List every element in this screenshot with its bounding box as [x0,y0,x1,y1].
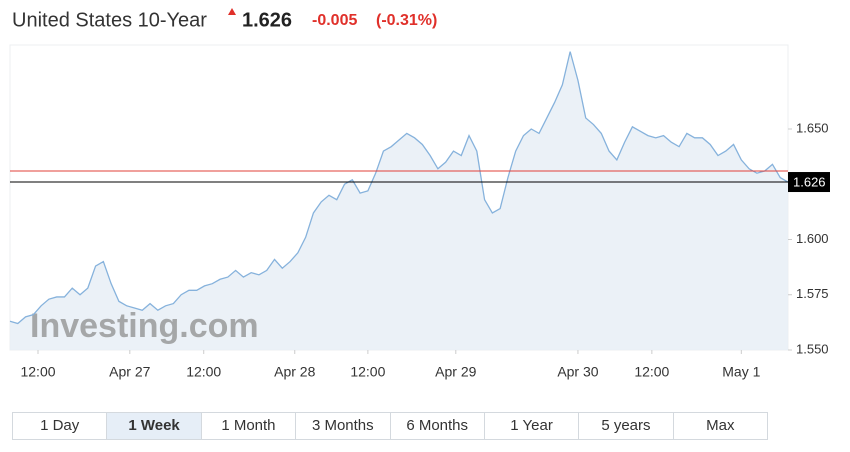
x-tick-label: Apr 27 [109,364,150,380]
instrument-title: United States 10-Year [12,9,207,31]
down-arrow [228,8,236,15]
x-tick-label: 12:00 [350,364,385,380]
range-button[interactable]: 1 Year [485,413,580,439]
range-button[interactable]: Max [706,417,735,434]
range-button[interactable]: 6 Months [391,413,485,439]
range-button[interactable]: 1 Week [107,413,202,439]
y-tick-label: 1.650 [796,120,829,135]
x-tick-label: Apr 28 [274,364,315,380]
range-button[interactable]: 5 years [579,413,674,439]
y-tick-label: 1.600 [796,231,829,246]
x-tick-label: May 1 [722,364,760,380]
last-price-badge [788,172,830,193]
range-button[interactable]: 1 Month [202,413,297,439]
range-selector: 1 Day 1 Week 1 Month 3 Months 6 Months 1 Year… [12,412,768,440]
y-tick-label: 1.550 [796,341,829,356]
x-tick-label: Apr 29 [435,364,476,380]
x-tick-label: 12:00 [634,364,669,380]
change-pct: (-0.31%) [376,12,437,29]
watermark: Investing.com [30,307,259,345]
price: 1.626 [242,9,292,31]
range-button[interactable]: 1 Day [13,413,108,439]
x-tick-label: Apr 30 [557,364,598,380]
last-price-label: 1.626 [793,174,826,189]
change: -0.005 [312,12,357,29]
area [10,51,788,351]
range-button[interactable]: 3 Months [296,413,391,439]
line [9,51,789,325]
chart: United States 10-Year 1.626 -0.005 (-0.3… [9,8,830,380]
x-tick-label: 12:00 [20,364,55,380]
y-tick-label: 1.575 [796,286,829,301]
x-tick-label: 12:00 [186,364,221,380]
